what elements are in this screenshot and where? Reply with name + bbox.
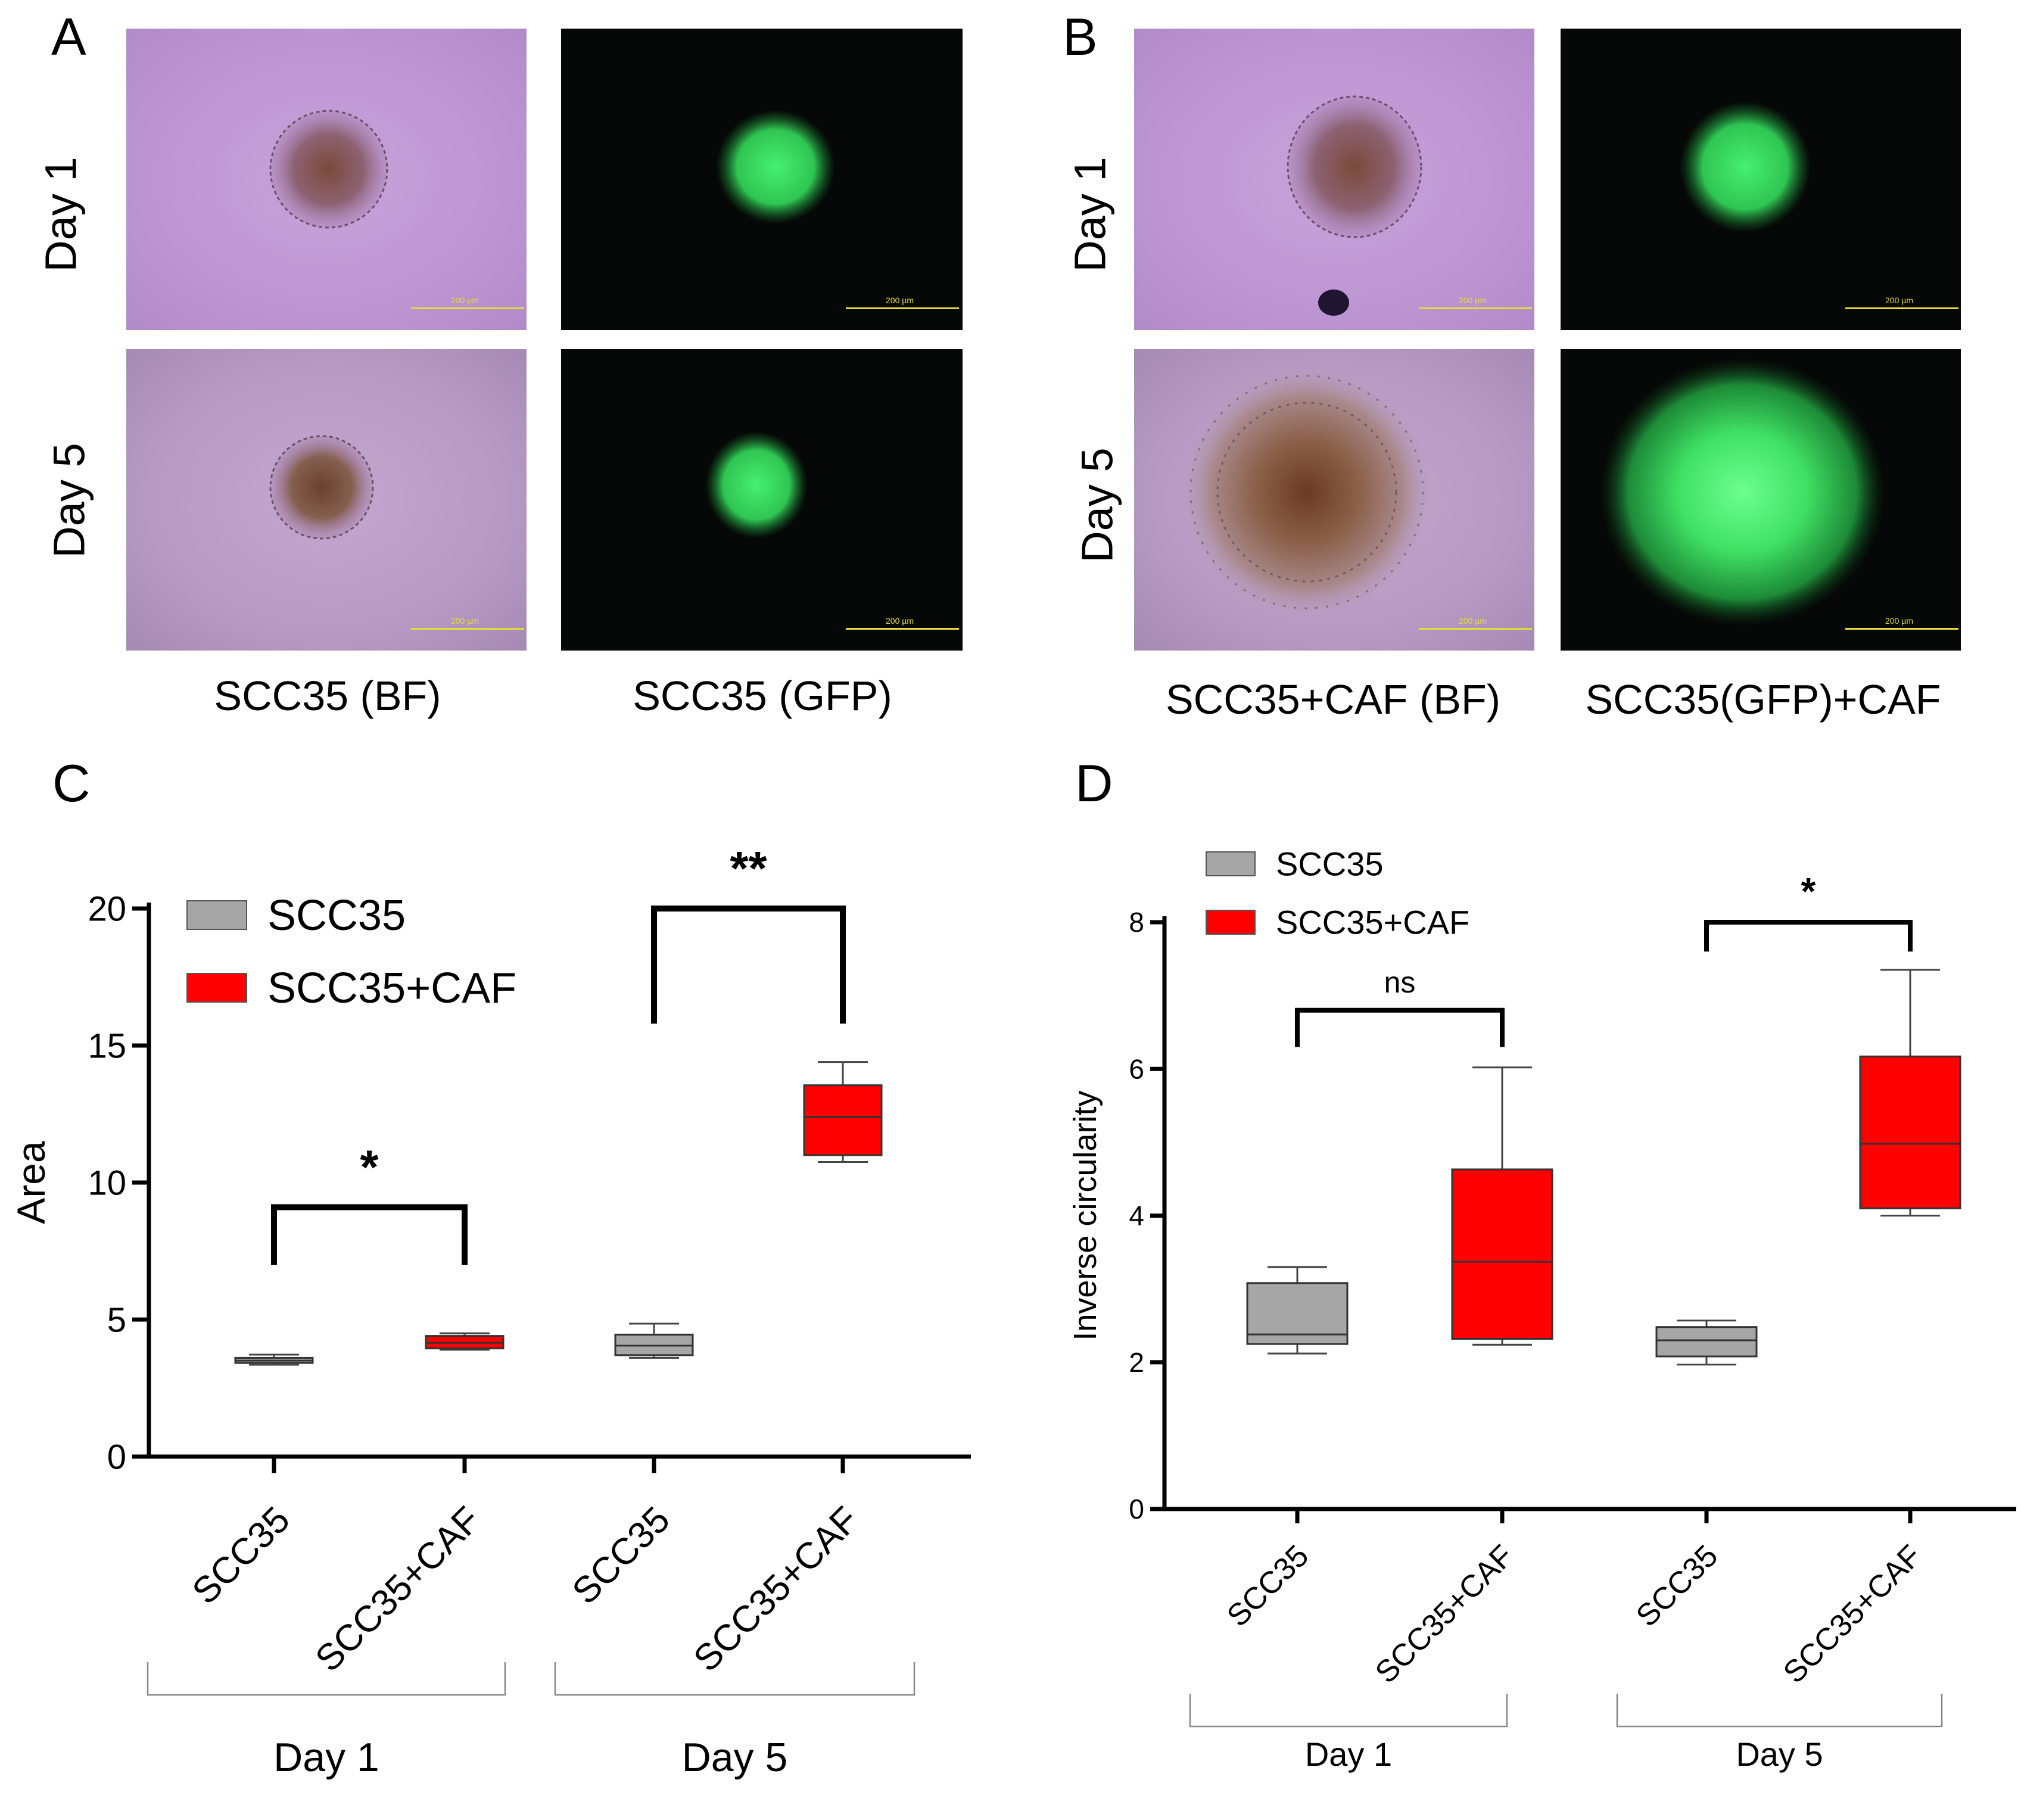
x-tick-label: SCC35+CAF xyxy=(1777,1538,1929,1690)
scale-bar-label: 200 µm xyxy=(886,295,914,305)
y-axis-label: Inverse circularity xyxy=(1067,1090,1103,1340)
significance-label: ** xyxy=(730,842,767,895)
scale-bar-label: 200 µm xyxy=(886,616,914,626)
scale-bar-label: 200 µm xyxy=(451,616,479,626)
y-tick-label: 4 xyxy=(1129,1200,1144,1231)
y-tick-label: 20 xyxy=(88,889,126,928)
x-tick-label: SCC35 xyxy=(185,1499,298,1612)
panel-letter-a: A xyxy=(51,7,86,66)
box-scc35 xyxy=(1655,1326,1758,1358)
box-scc35-caf xyxy=(1451,1168,1553,1340)
y-tick-label: 5 xyxy=(107,1301,126,1339)
panel-letter-b: B xyxy=(1063,7,1098,66)
x-tick-label: SCC35+CAF xyxy=(686,1499,866,1679)
micrograph-b-day5-bf: 200 µm xyxy=(1134,349,1534,651)
x-tick-label: SCC35 xyxy=(1630,1538,1725,1634)
row-label-b-day5: Day 5 xyxy=(1072,447,1122,563)
column-label-a-gfp: SCC35 (GFP) xyxy=(633,673,892,719)
group-bracket xyxy=(1189,1694,1508,1728)
panel-letter-d: D xyxy=(1075,754,1113,813)
column-label-b-gfp: SCC35(GFP)+CAF xyxy=(1585,676,1941,723)
legend-swatch xyxy=(186,973,247,1003)
legend-swatch xyxy=(1206,851,1256,876)
legend-swatch xyxy=(1206,910,1256,935)
group-label: Day 1 xyxy=(1305,1735,1392,1773)
scale-bar-label: 200 µm xyxy=(1459,295,1487,305)
x-tick-label: SCC35+CAF xyxy=(1369,1538,1521,1690)
significance-label: * xyxy=(360,1140,379,1193)
chart-c: C 0 5 10 15 20 Area SCC35 SCC35+CAF SCC35 SCC35+CA… xyxy=(0,751,1007,1817)
group-bracket xyxy=(554,1662,915,1696)
scale-bar-label: 200 µm xyxy=(1885,616,1913,626)
y-tick-label: 0 xyxy=(107,1438,126,1476)
chart-d-svg: D 0 2 4 6 8 Inverse circularity SCC35 SCC35+CAF S… xyxy=(1067,754,2016,1773)
y-tick-label: 2 xyxy=(1129,1347,1144,1378)
x-tick-label: SCC35 xyxy=(1220,1538,1316,1634)
column-label-b-bf: SCC35+CAF (BF) xyxy=(1165,676,1501,723)
group-bracket xyxy=(1616,1694,1943,1728)
row-label-a-day1: Day 1 xyxy=(36,157,86,272)
panel-letter-c: C xyxy=(52,754,91,813)
y-tick-label: 10 xyxy=(88,1163,126,1202)
legend-label: SCC35 xyxy=(1276,845,1384,883)
significance-label: * xyxy=(1801,870,1816,913)
legend-label: SCC35+CAF xyxy=(1276,904,1469,941)
significance-bracket xyxy=(1295,1007,1505,1047)
micrograph-a-day5-bf: 200 µm xyxy=(126,349,527,651)
micrograph-a-day1-bf: 200 µm xyxy=(126,29,527,330)
row-label-b-day1: Day 1 xyxy=(1065,157,1115,272)
y-tick-label: 0 xyxy=(1129,1494,1144,1525)
legend-label: SCC35 xyxy=(267,892,406,939)
micrograph-b-day1-gfp: 200 µm xyxy=(1561,29,1961,330)
y-tick-label: 6 xyxy=(1129,1053,1144,1084)
legend-label: SCC35+CAF xyxy=(267,965,516,1012)
group-label: Day 1 xyxy=(273,1735,379,1780)
group-bracket xyxy=(147,1662,506,1696)
box-scc35-caf xyxy=(803,1084,883,1156)
significance-bracket xyxy=(1704,920,1913,952)
significance-label: ns xyxy=(1384,966,1416,999)
row-label-a-day5: Day 5 xyxy=(44,443,94,558)
group-label: Day 5 xyxy=(682,1735,788,1780)
y-axis-label: Area xyxy=(9,1141,53,1224)
micrograph-b-day5-gfp: 200 µm xyxy=(1561,349,1961,651)
x-tick-label: SCC35+CAF xyxy=(307,1499,488,1679)
x-tick-label: SCC35 xyxy=(565,1499,678,1612)
micrograph-a-day5-gfp: 200 µm xyxy=(561,349,963,651)
chart-d: D 0 2 4 6 8 Inverse circularity SCC35 SCC35+CAF S… xyxy=(1007,751,2019,1817)
micrograph-b-day1-bf: 200 µm xyxy=(1134,29,1534,330)
significance-bracket xyxy=(271,1204,468,1265)
micrograph-a-day1-gfp: 200 µm xyxy=(561,29,963,330)
column-label-a-bf: SCC35 (BF) xyxy=(214,673,441,719)
scale-bar-label: 200 µm xyxy=(451,295,479,305)
group-label: Day 5 xyxy=(1736,1735,1823,1773)
legend-swatch xyxy=(186,900,247,930)
box-scc35-caf xyxy=(1859,1055,1961,1209)
scale-bar-label: 200 µm xyxy=(1885,295,1913,305)
y-tick-label: 15 xyxy=(88,1026,126,1065)
y-tick-label: 8 xyxy=(1129,907,1144,938)
significance-bracket xyxy=(651,906,846,1024)
scale-bar-label: 200 µm xyxy=(1459,616,1487,626)
